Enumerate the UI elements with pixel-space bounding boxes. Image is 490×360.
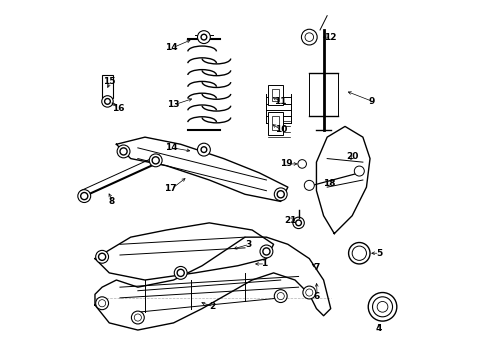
- Circle shape: [377, 301, 388, 312]
- Circle shape: [197, 143, 210, 156]
- Circle shape: [149, 154, 162, 167]
- Text: 14: 14: [166, 143, 178, 152]
- Circle shape: [277, 293, 284, 300]
- Text: 7: 7: [313, 263, 319, 272]
- Circle shape: [305, 33, 314, 41]
- Text: 10: 10: [274, 126, 287, 135]
- Circle shape: [368, 293, 397, 321]
- FancyBboxPatch shape: [272, 116, 279, 130]
- Circle shape: [301, 29, 317, 45]
- Circle shape: [304, 180, 314, 190]
- Circle shape: [96, 297, 109, 310]
- Circle shape: [306, 289, 313, 296]
- Text: 13: 13: [167, 100, 179, 109]
- Text: 2: 2: [210, 302, 216, 311]
- Circle shape: [197, 31, 210, 44]
- Circle shape: [348, 243, 370, 264]
- Text: 15: 15: [103, 77, 116, 86]
- Circle shape: [102, 96, 113, 107]
- Circle shape: [117, 145, 130, 158]
- Circle shape: [352, 246, 367, 260]
- Circle shape: [98, 300, 106, 307]
- Text: 3: 3: [245, 240, 252, 249]
- Text: 11: 11: [274, 97, 287, 106]
- Text: 20: 20: [346, 152, 358, 161]
- Text: 9: 9: [368, 97, 375, 106]
- Circle shape: [274, 290, 287, 302]
- Circle shape: [174, 266, 187, 279]
- FancyBboxPatch shape: [268, 85, 283, 105]
- Circle shape: [354, 166, 364, 176]
- Text: 5: 5: [376, 249, 382, 258]
- Circle shape: [298, 159, 306, 168]
- FancyBboxPatch shape: [268, 112, 283, 135]
- Circle shape: [274, 188, 287, 201]
- Text: 17: 17: [164, 184, 177, 193]
- Text: 6: 6: [313, 292, 319, 301]
- FancyBboxPatch shape: [272, 89, 279, 102]
- Text: 4: 4: [376, 324, 382, 333]
- Circle shape: [303, 286, 316, 299]
- Circle shape: [96, 250, 109, 263]
- Text: 18: 18: [323, 179, 335, 188]
- Text: 12: 12: [324, 33, 337, 42]
- Text: 14: 14: [166, 43, 178, 52]
- Text: 8: 8: [109, 197, 115, 206]
- Circle shape: [293, 217, 304, 229]
- Text: 16: 16: [112, 104, 124, 113]
- FancyBboxPatch shape: [102, 75, 113, 98]
- Text: 19: 19: [280, 159, 293, 168]
- Circle shape: [372, 297, 392, 317]
- Circle shape: [260, 245, 273, 258]
- Circle shape: [134, 314, 142, 321]
- Text: 21: 21: [285, 216, 297, 225]
- Circle shape: [131, 311, 144, 324]
- Text: 1: 1: [262, 260, 268, 269]
- Circle shape: [78, 190, 91, 203]
